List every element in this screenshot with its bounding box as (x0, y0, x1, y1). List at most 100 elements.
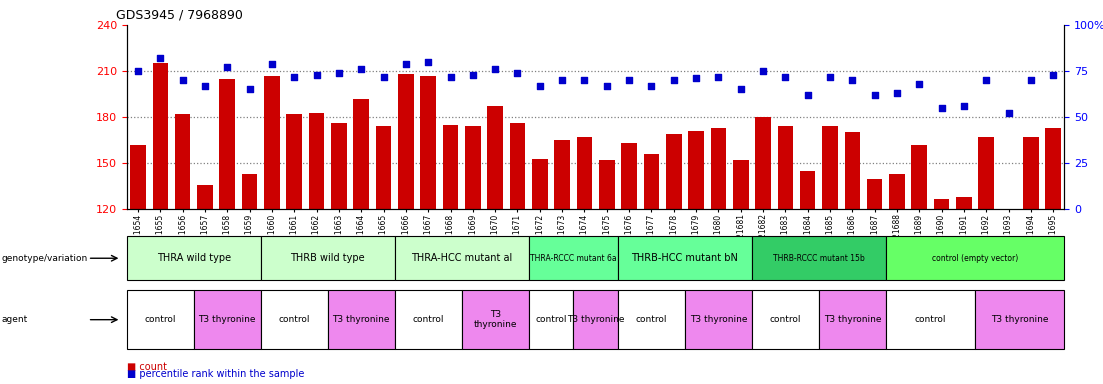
Text: T3 thyronine: T3 thyronine (990, 315, 1049, 324)
Text: control: control (413, 315, 443, 324)
Bar (822, 126, 838, 384)
Text: genotype/variation: genotype/variation (1, 254, 87, 263)
Text: control: control (635, 315, 667, 324)
Bar (152, 63, 168, 384)
Point (508, 70, 526, 76)
Point (709, 73, 727, 79)
Bar (532, 159, 547, 384)
Bar (1024, 137, 1039, 384)
Point (352, 66, 370, 72)
Bar (800, 171, 815, 384)
Point (308, 72, 325, 78)
Bar (331, 123, 346, 384)
Bar (956, 197, 972, 384)
Point (866, 92, 884, 98)
Bar (510, 123, 525, 384)
Text: T3 thyronine: T3 thyronine (199, 315, 256, 324)
Bar (353, 99, 370, 384)
Bar (934, 199, 950, 384)
Bar (130, 145, 146, 384)
Bar (555, 140, 570, 384)
Point (754, 68, 772, 74)
Bar (599, 160, 614, 384)
Point (419, 59, 437, 65)
Bar (666, 134, 682, 384)
Text: control: control (770, 315, 801, 324)
Text: GDS3945 / 7968890: GDS3945 / 7968890 (116, 8, 243, 21)
Point (129, 68, 147, 74)
Bar (978, 137, 994, 384)
Bar (175, 114, 191, 384)
Bar (376, 126, 392, 384)
Text: THRA wild type: THRA wild type (157, 253, 231, 263)
Point (598, 83, 615, 89)
Bar (644, 154, 660, 384)
Point (576, 77, 593, 83)
Bar (710, 128, 726, 384)
Bar (398, 74, 414, 384)
Bar (911, 145, 928, 384)
Point (286, 73, 303, 79)
Point (999, 110, 1017, 116)
Bar (264, 76, 280, 384)
Text: T3 thyronine: T3 thyronine (824, 315, 881, 324)
Bar (889, 174, 904, 384)
Bar (309, 113, 324, 384)
Text: ■ percentile rank within the sample: ■ percentile rank within the sample (127, 369, 304, 379)
Bar (442, 125, 459, 384)
Point (1045, 72, 1062, 78)
Text: control: control (144, 315, 176, 324)
Text: T3 thyronine: T3 thyronine (567, 315, 624, 324)
Point (375, 73, 393, 79)
Bar (1046, 128, 1061, 384)
Point (397, 61, 415, 67)
Bar (621, 143, 636, 384)
Bar (732, 160, 749, 384)
Text: control: control (535, 315, 567, 324)
Text: THRB-RCCC mutant 15b: THRB-RCCC mutant 15b (773, 254, 865, 263)
Point (799, 92, 816, 98)
Bar (1000, 209, 1016, 384)
Bar (867, 179, 882, 384)
Point (486, 66, 504, 72)
Text: T3 thyronine: T3 thyronine (332, 315, 390, 324)
Point (151, 55, 169, 61)
Point (264, 61, 281, 67)
Point (441, 73, 459, 79)
Point (464, 72, 482, 78)
Text: THRB-HCC mutant bN: THRB-HCC mutant bN (632, 253, 738, 263)
Text: THRB wild type: THRB wild type (290, 253, 365, 263)
Bar (577, 137, 592, 384)
Point (1022, 77, 1040, 83)
Point (844, 77, 861, 83)
Point (977, 77, 995, 83)
Bar (756, 117, 771, 384)
Point (821, 73, 838, 79)
Point (643, 83, 661, 89)
Point (218, 64, 236, 70)
Bar (420, 76, 436, 384)
Point (665, 77, 683, 83)
Text: THRA-HCC mutant al: THRA-HCC mutant al (411, 253, 512, 263)
Bar (219, 79, 235, 384)
Text: control: control (279, 315, 310, 324)
Bar (845, 132, 860, 384)
Point (955, 103, 973, 109)
Bar (688, 131, 704, 384)
Bar (465, 126, 481, 384)
Point (777, 73, 794, 79)
Text: ■ count: ■ count (127, 362, 167, 372)
Bar (488, 106, 503, 384)
Text: control (empty vector): control (empty vector) (932, 254, 1018, 263)
Point (554, 77, 571, 83)
Point (620, 77, 638, 83)
Bar (287, 114, 302, 384)
Text: T3
thyronine: T3 thyronine (473, 310, 517, 329)
Point (933, 105, 951, 111)
Point (174, 77, 192, 83)
Point (330, 70, 347, 76)
Bar (242, 174, 257, 384)
Point (240, 86, 258, 93)
Point (888, 90, 906, 96)
Text: control: control (914, 315, 946, 324)
